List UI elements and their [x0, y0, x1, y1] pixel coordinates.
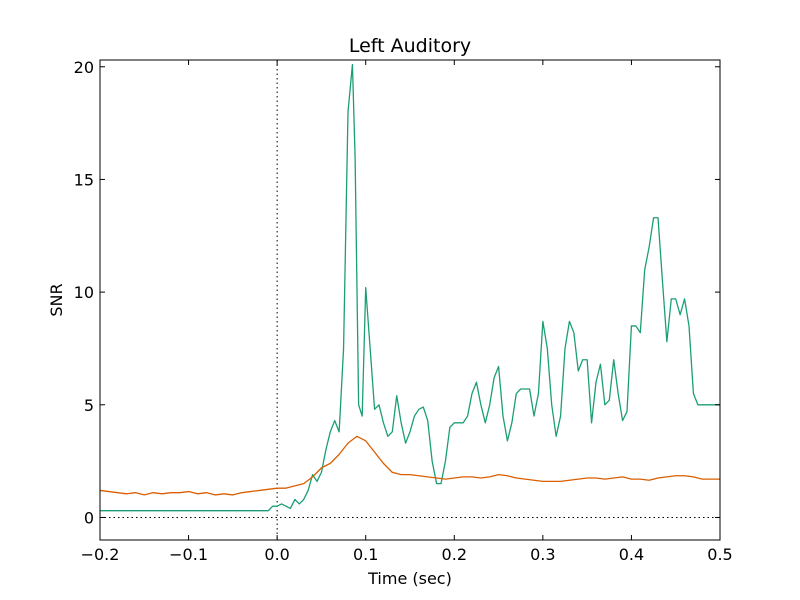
- reference-lines: [100, 60, 720, 540]
- x-tick-label: −0.2: [81, 545, 120, 564]
- plot-background: [100, 60, 720, 540]
- y-tick-label: 0: [84, 508, 94, 527]
- y-tick-label: 10: [74, 283, 94, 302]
- x-tick-label: 0.4: [619, 545, 644, 564]
- ticks-layer: −0.2 −0.1 0.0 0.1 0.2 0.3 0.4 0.5 0 5 10 15 20: [74, 58, 733, 564]
- x-tick-label: 0.3: [530, 545, 555, 564]
- x-tick-label: 0.5: [707, 545, 732, 564]
- x-axis-label: Time (sec): [367, 569, 452, 588]
- y-tick-label: 5: [84, 396, 94, 415]
- y-tick-label: 20: [74, 58, 94, 77]
- chart-title: Left Auditory: [349, 35, 471, 57]
- y-axis-label: SNR: [47, 283, 66, 316]
- series-layer: [99, 63, 720, 512]
- x-tick-label: 0.0: [264, 545, 289, 564]
- plot-frame: [99, 59, 721, 541]
- y-tick-label: 15: [74, 170, 94, 189]
- x-tick-label: −0.1: [169, 545, 208, 564]
- series-line-2: [99, 435, 720, 496]
- series-line-1: [100, 63, 720, 512]
- x-tick-label: 0.1: [353, 545, 378, 564]
- x-tick-label: 0.2: [442, 545, 467, 564]
